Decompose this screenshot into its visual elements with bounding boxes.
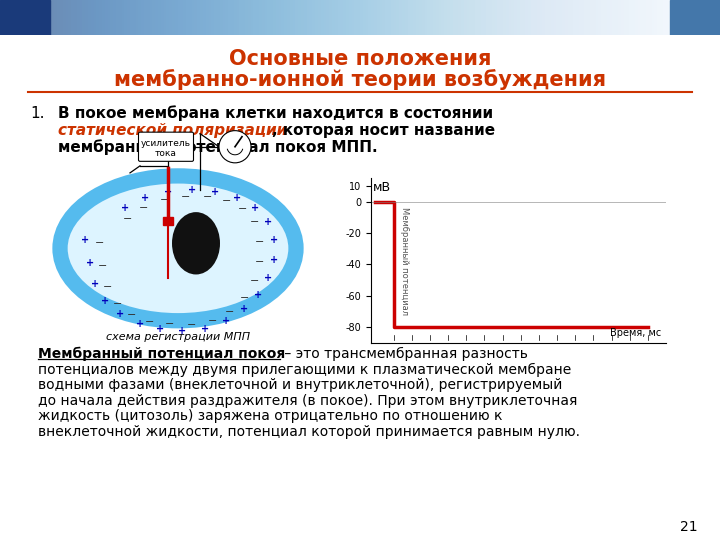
Text: Мембранный потенциал: Мембранный потенциал [400,207,409,315]
Bar [0,0,50,35]
Text: +: + [164,187,172,197]
Text: В покое мембрана клетки находится в состоянии: В покое мембрана клетки находится в сост… [58,105,493,122]
Text: Основные положения: Основные положения [229,49,491,69]
Ellipse shape [60,176,296,321]
Text: +: + [116,309,124,319]
Text: +: + [101,295,109,306]
Text: +: + [91,279,99,288]
Text: −: − [187,320,197,330]
Text: −: − [225,307,235,316]
Text: тока: тока [155,149,177,158]
Text: −: − [222,196,232,206]
Text: −: − [127,310,137,320]
Text: 1.: 1. [30,105,45,120]
Text: потенциалов между двумя прилегающими к плазматической мембране: потенциалов между двумя прилегающими к п… [38,362,571,376]
Text: +: + [188,185,196,195]
Text: −: − [113,299,122,309]
Text: мембранный потенциал покоя МПП.: мембранный потенциал покоя МПП. [58,140,377,156]
Text: −: − [203,192,212,202]
Text: +: + [233,193,241,203]
Text: до начала действия раздражителя (в покое). При этом внутриклеточная: до начала действия раздражителя (в покое… [38,394,577,408]
Text: статической поляризации: статической поляризации [58,123,287,138]
Text: +: + [264,217,272,227]
Text: −: − [166,319,175,329]
Text: −: − [145,317,155,327]
Text: −: − [256,258,265,267]
Text: −: − [99,261,108,272]
Text: −: − [123,214,132,224]
Text: схема регистрации МПП: схема регистрации МПП [106,332,250,342]
FancyBboxPatch shape [138,132,194,161]
Text: −: − [256,237,265,247]
Text: −: − [251,217,260,227]
Text: −: − [240,293,250,302]
Text: +: + [136,319,144,329]
Text: +: + [270,235,278,245]
Text: −: − [181,192,191,202]
Text: −: − [95,238,104,248]
Text: +: + [270,255,278,265]
Text: водными фазами (внеклеточной и внутриклеточной), регистрируемый: водными фазами (внеклеточной и внутрикле… [38,378,562,392]
Circle shape [219,131,251,163]
Text: мВ: мВ [373,181,391,194]
Text: 21: 21 [680,520,698,534]
Text: −: − [161,195,170,205]
Text: +: + [251,203,259,213]
Text: −: − [238,204,248,214]
Text: +: + [211,187,219,197]
Text: +: + [156,324,164,334]
Text: +: + [201,324,209,334]
Bar [670,0,720,35]
Text: жидкость (цитозоль) заряжена отрицательно по отношению к: жидкость (цитозоль) заряжена отрицательн… [38,409,503,423]
Text: графическое изображение МПП: графическое изображение МПП [454,332,642,342]
Text: −: − [251,275,260,286]
Text: +: + [86,259,94,268]
Text: Время, мс: Время, мс [611,328,662,338]
Text: +: + [222,316,230,326]
Ellipse shape [172,212,220,274]
Text: +: + [141,193,149,203]
Text: внеклеточной жидкости, потенциал которой принимается равным нулю.: внеклеточной жидкости, потенциал которой… [38,425,580,439]
Text: +: + [264,273,272,284]
Text: +: + [254,289,262,300]
Text: +: + [81,235,89,245]
Text: Мембранный потенциал покоя: Мембранный потенциал покоя [38,347,285,361]
Text: мембранно-ионной теории возбуждения: мембранно-ионной теории возбуждения [114,69,606,90]
Text: +: + [240,303,248,314]
Text: −: − [139,203,149,213]
Text: −: − [208,316,217,326]
Text: – это трансмембранная разность: – это трансмембранная разность [280,347,528,361]
Bar [163,217,173,225]
Text: +: + [178,326,186,336]
Text: −: − [103,281,113,292]
Text: усилитель: усилитель [141,139,191,148]
Text: +: + [121,203,129,213]
Text: , которая носит название: , которая носит название [272,123,495,138]
